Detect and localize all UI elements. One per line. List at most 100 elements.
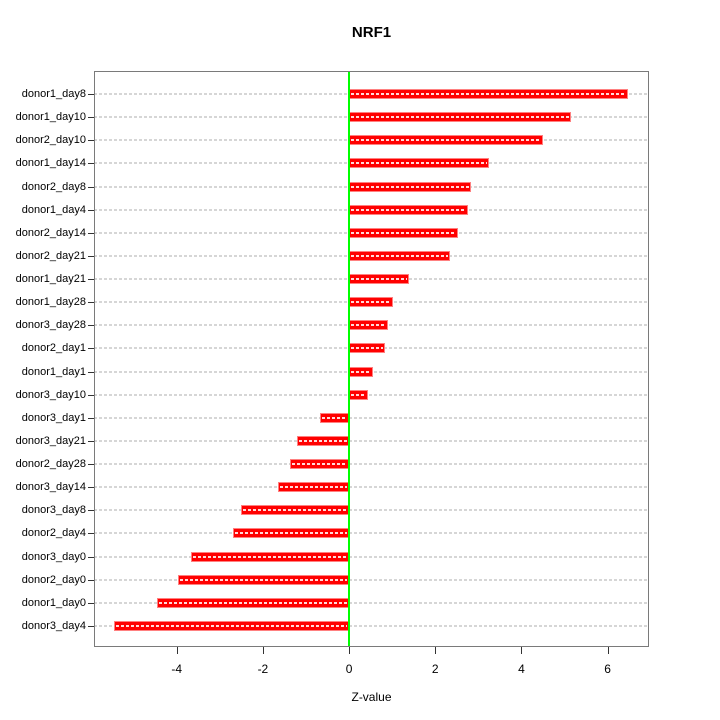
- y-axis-tick: [88, 487, 94, 489]
- y-axis-label: donor3_day21: [15, 434, 86, 447]
- x-axis-tick: [607, 647, 609, 654]
- y-axis-tick: [88, 255, 94, 257]
- bar-donor1_day21: [349, 274, 409, 285]
- y-axis-label: donor2_day0: [21, 573, 86, 586]
- bar-stripe: [351, 93, 626, 95]
- bar-donor3_day0: [190, 551, 350, 562]
- y-axis-tick: [88, 140, 94, 142]
- bar-stripe: [351, 116, 569, 119]
- y-axis-label: donor3_day10: [15, 388, 86, 401]
- y-axis-tick: [88, 302, 94, 304]
- bar-donor3_day8: [240, 505, 350, 516]
- y-axis-tick: [88, 510, 94, 512]
- y-axis-tick: [88, 579, 94, 581]
- y-axis-tick: [88, 440, 94, 442]
- bar-stripe: [351, 254, 448, 257]
- y-axis-label: donor1_day1: [21, 365, 86, 378]
- gridline: [94, 624, 649, 627]
- zero-reference-line: [348, 71, 351, 647]
- y-axis-tick: [88, 94, 94, 95]
- x-axis-title: Z-value: [351, 690, 392, 704]
- y-axis-label: donor1_day0: [21, 596, 86, 609]
- bar-stripe: [280, 486, 348, 489]
- y-axis-label: donor3_day8: [21, 504, 86, 517]
- y-axis-label: donor3_day28: [15, 319, 86, 332]
- y-axis-tick: [88, 464, 94, 466]
- x-axis-tick: [435, 647, 437, 654]
- gridline: [94, 393, 649, 396]
- y-axis-label: donor2_day28: [15, 458, 86, 471]
- bar-stripe: [351, 370, 372, 373]
- gridline: [94, 463, 649, 466]
- y-axis-tick: [88, 232, 94, 234]
- bar-donor2_day4: [233, 528, 350, 539]
- bar-stripe: [351, 208, 467, 211]
- x-axis-tick-label: 6: [604, 662, 611, 676]
- bar-donor3_day28: [349, 320, 388, 331]
- bar-stripe: [351, 162, 488, 165]
- x-axis-tick-label: 2: [431, 662, 439, 676]
- y-axis-label: donor2_day8: [21, 180, 86, 193]
- bar-stripe: [351, 301, 391, 304]
- gridline: [94, 416, 649, 419]
- bar-donor2_day14: [349, 227, 458, 238]
- chart-title: NRF1: [351, 24, 392, 41]
- bar-stripe: [351, 231, 456, 234]
- bar-donor2_day21: [349, 250, 450, 261]
- y-axis-tick: [88, 417, 94, 419]
- x-axis-tick-label: -2: [257, 662, 269, 676]
- y-axis-label: donor3_day0: [21, 550, 86, 563]
- bar-donor3_day1: [319, 412, 350, 423]
- gridline: [94, 555, 649, 558]
- gridline: [94, 601, 649, 604]
- bar-stripe: [351, 139, 541, 142]
- bar-donor1_day28: [349, 297, 393, 308]
- y-axis-tick: [88, 394, 94, 396]
- y-axis-label: donor1_day4: [21, 203, 86, 216]
- bar-stripe: [321, 416, 348, 419]
- y-axis-label: donor2_day1: [21, 342, 86, 355]
- bar-donor1_day10: [349, 112, 571, 123]
- y-axis-tick: [88, 163, 94, 165]
- x-axis-tick: [262, 647, 264, 654]
- y-axis-tick: [88, 209, 94, 211]
- bar-stripe: [242, 509, 348, 512]
- bar-donor1_day8: [349, 89, 628, 99]
- gridline: [94, 439, 649, 442]
- bar-stripe: [351, 324, 386, 327]
- bar-stripe: [180, 578, 348, 581]
- bar-donor3_day10: [349, 389, 368, 400]
- bar-donor1_day4: [349, 204, 469, 215]
- bar-donor1_day0: [156, 597, 350, 608]
- y-axis-tick: [88, 279, 94, 281]
- y-axis-tick: [88, 117, 94, 119]
- plot-area: [94, 71, 649, 647]
- bar-donor3_day4: [114, 620, 350, 631]
- bar-donor2_day1: [349, 343, 386, 354]
- bar-donor3_day21: [296, 435, 350, 446]
- bar-stripe: [116, 624, 348, 627]
- y-axis-label: donor3_day4: [21, 619, 86, 632]
- y-axis-label: donor1_day10: [15, 111, 86, 124]
- bar-stripe: [298, 439, 348, 442]
- bar-donor3_day14: [278, 482, 350, 493]
- bar-stripe: [351, 393, 366, 396]
- x-axis-tick-label: 0: [345, 662, 353, 676]
- gridline: [94, 509, 649, 512]
- y-axis-label: donor1_day8: [21, 88, 86, 100]
- y-axis-label: donor1_day21: [15, 273, 86, 286]
- y-axis-tick: [88, 602, 94, 604]
- bar-donor2_day10: [349, 135, 543, 146]
- bar-stripe: [235, 532, 348, 535]
- bar-stripe: [192, 555, 348, 558]
- bar-stripe: [292, 463, 348, 466]
- bar-donor2_day28: [290, 459, 350, 470]
- y-axis-tick: [88, 533, 94, 535]
- x-axis-tick-label: -4: [171, 662, 183, 676]
- y-axis-label: donor1_day14: [15, 157, 86, 170]
- y-axis-label: donor2_day10: [15, 134, 86, 147]
- x-axis-tick: [349, 647, 351, 654]
- bar-stripe: [351, 185, 469, 188]
- y-axis-label: donor3_day14: [15, 481, 86, 494]
